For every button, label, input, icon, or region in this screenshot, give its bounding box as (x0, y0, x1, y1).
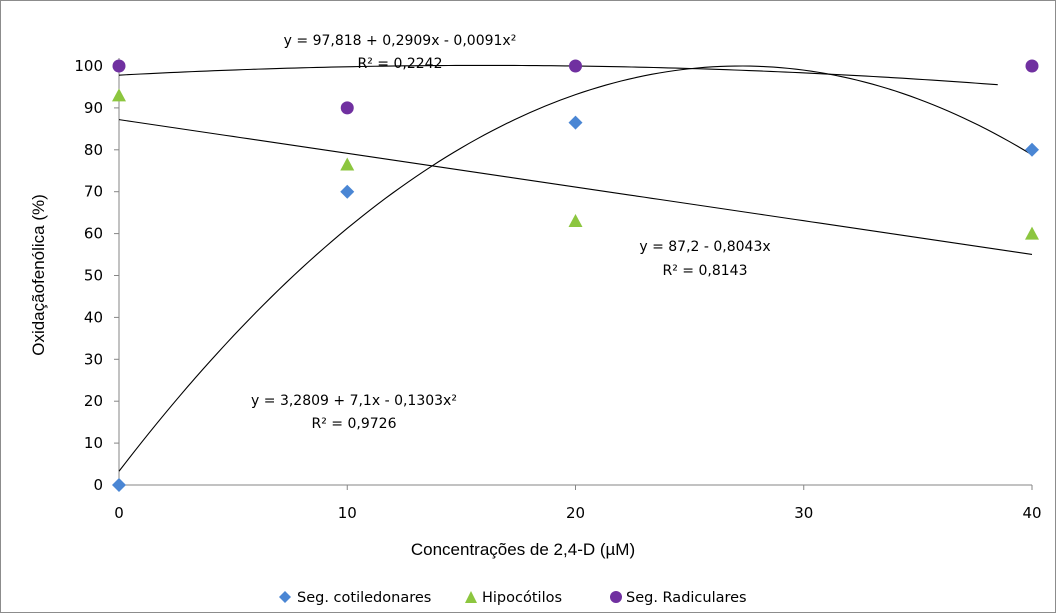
trendline-3 (118, 65, 1033, 472)
y-tick-label: 100 (74, 57, 103, 75)
trendline-2-equation: y = 87,2 - 0,8043x (639, 239, 770, 255)
legend-marker-hipocotilos (465, 591, 477, 603)
plot-area: 0 10 20 30 40 50 60 70 80 90 100 0 10 20 30 40 (74, 57, 1041, 522)
data-point-seg-cotiledonares (1025, 142, 1039, 157)
x-tick-label: 40 (1022, 504, 1041, 522)
data-point-seg-radiculares (112, 59, 126, 73)
data-point-seg-cotiledonares (340, 184, 355, 199)
data-point-seg-cotiledonares (568, 115, 583, 130)
trendline-3-equation: y = 3,2809 + 7,1x - 0,1303x² (251, 393, 457, 409)
legend-label-hipocotilos: Hipocótilos (482, 590, 562, 606)
y-tick-label: 20 (84, 392, 103, 410)
y-tick-label: 60 (84, 225, 103, 243)
data-point-seg-cotiledonares (112, 478, 126, 492)
trendline-3-r2: R² = 0,9726 (312, 416, 397, 432)
legend-marker-seg-radiculares (610, 591, 622, 603)
legend-label-seg-cotiledonares: Seg. cotiledonares (297, 590, 431, 606)
data-point-hipoc-tilos (112, 88, 126, 102)
data-point-hipoc-tilos (340, 157, 355, 171)
trendline-1-r2: R² = 0,2242 (358, 56, 443, 72)
trendline-1 (118, 64, 998, 86)
legend-label-seg-radiculares: Seg. Radiculares (626, 590, 747, 606)
trendline-2 (118, 119, 1033, 255)
y-axis-title: Oxidaçãofenólica (%) (29, 194, 48, 356)
y-tick-label: 50 (84, 267, 103, 285)
x-tick-label: 20 (566, 504, 585, 522)
y-tick-label: 90 (84, 99, 103, 117)
y-tick-label: 80 (84, 141, 103, 159)
data-point-seg-radiculares (340, 101, 354, 115)
data-point-hipoc-tilos (1025, 226, 1039, 240)
x-tick-label: 10 (338, 504, 357, 522)
data-point-hipoc-tilos (568, 214, 583, 228)
legend-marker-seg-cotiledonares (279, 591, 291, 603)
x-axis-title: Concentrações de 2,4-D (µM) (411, 540, 635, 559)
x-tick-label: 30 (794, 504, 813, 522)
legend: Seg. cotiledonares Hipocótilos Seg. Radi… (279, 590, 747, 606)
y-tick-label: 10 (84, 434, 103, 452)
trendline-1-equation: y = 97,818 + 0,2909x - 0,0091x² (284, 33, 517, 49)
trendline-2-r2: R² = 0,8143 (663, 263, 748, 279)
y-tick-label: 40 (84, 308, 103, 326)
y-tick-label: 30 (84, 350, 103, 368)
y-tick-label: 0 (93, 476, 103, 494)
y-tick-label: 70 (84, 183, 103, 201)
data-point-seg-radiculares (569, 59, 582, 73)
data-point-seg-radiculares (1025, 59, 1039, 73)
x-tick-label: 0 (114, 504, 124, 522)
